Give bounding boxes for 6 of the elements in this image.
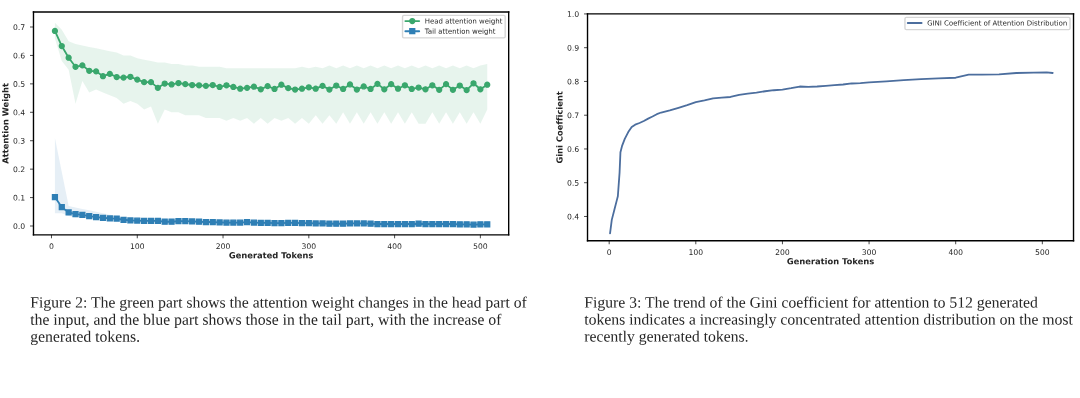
x-axis-title: Generated Tokens (229, 251, 313, 259)
y-axis-title: Gini Coefficient (556, 91, 563, 164)
y-axis-title: Attention Weight (2, 83, 11, 164)
x-axis-title: Generation Tokens (787, 257, 874, 265)
caption: Figure 3: The trend of the Gini coefficient for attention to 512 generated tokens indicates a increasingly concentrated attention distribution on the most recently generated tokens. (584, 296, 1073, 345)
caption: Figure 2: The green part shows the attention weight changes in the head part of the input, and the blue part shows those in the tail part, with the increase of generated tokens. (30, 296, 527, 346)
